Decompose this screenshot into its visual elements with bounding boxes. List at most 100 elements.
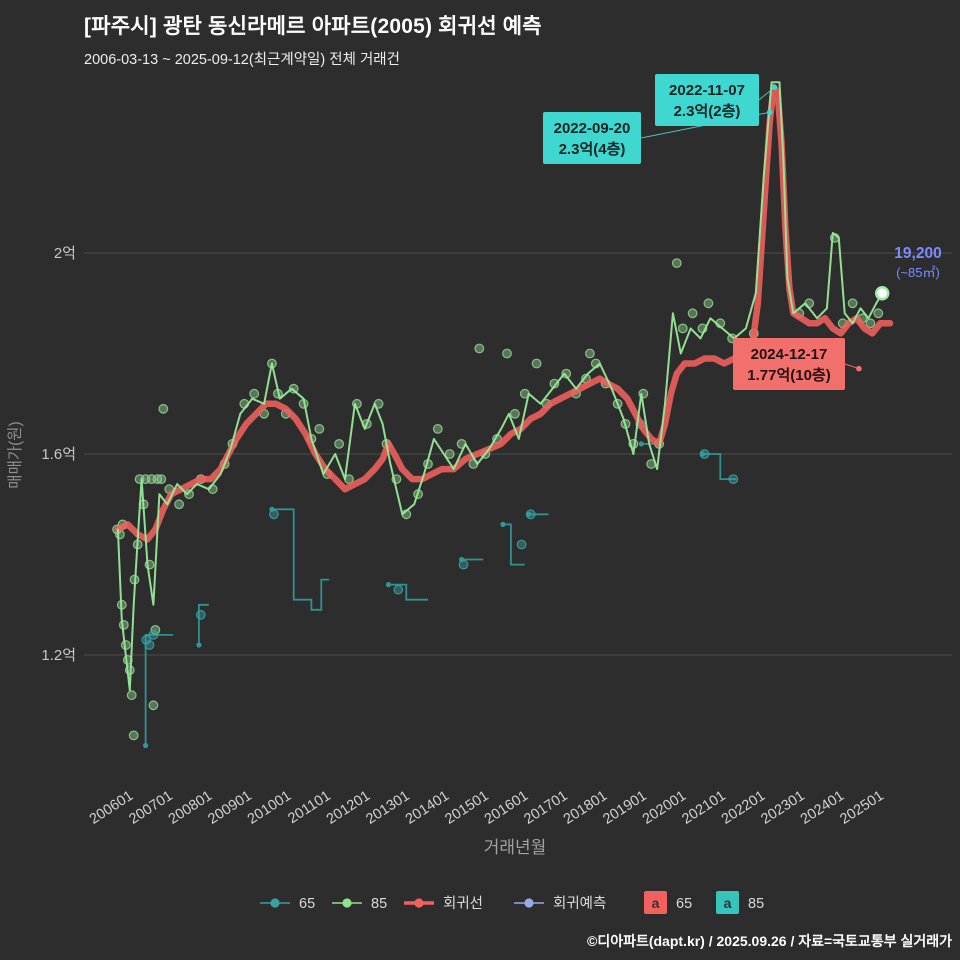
scatter-point-65 bbox=[269, 509, 279, 520]
legend-label: 회귀선 bbox=[443, 895, 483, 912]
scatter-point-85 bbox=[334, 439, 345, 449]
chart-header: [파주시] 광탄 동신라메르 아파트(2005) 회귀선 예측 2006-03-… bbox=[84, 10, 542, 69]
annotation-target-dot bbox=[856, 365, 862, 372]
annotation-box bbox=[543, 112, 641, 164]
legend-box-letter: a bbox=[724, 895, 732, 911]
scatter-point-65 bbox=[141, 635, 152, 645]
scatter-point-85 bbox=[865, 318, 876, 329]
scatter-point-85 bbox=[249, 388, 260, 399]
scatter-point-85 bbox=[847, 298, 858, 309]
end-marker bbox=[874, 285, 890, 301]
forecast-start-dot bbox=[638, 441, 644, 447]
scatter-point-85 bbox=[148, 700, 159, 711]
x-tick-label: 201501 bbox=[442, 788, 491, 828]
legend-item-회귀예측[interactable]: 회귀예측 bbox=[514, 895, 606, 912]
x-tick-label: 201401 bbox=[403, 788, 452, 828]
x-tick-label: 201701 bbox=[521, 788, 570, 828]
scatter-point-85 bbox=[184, 489, 194, 500]
x-tick-label: 200801 bbox=[166, 788, 215, 828]
scatter-point-85 bbox=[585, 348, 595, 359]
x-tick-label: 201301 bbox=[363, 788, 412, 828]
scatter-point-85 bbox=[671, 258, 682, 269]
x-tick-label: 202501 bbox=[837, 788, 886, 828]
legend-item-area-65[interactable]: a 65 bbox=[644, 891, 692, 914]
scatter-point-85 bbox=[549, 378, 560, 389]
scatter-point-65 bbox=[144, 640, 155, 650]
legend-item-85[interactable]: 85 bbox=[332, 896, 387, 912]
x-tick-label: 201001 bbox=[245, 788, 294, 828]
forecast-start-dot bbox=[143, 742, 149, 749]
scatter-point-85 bbox=[502, 348, 512, 359]
forecast-segment bbox=[702, 453, 737, 481]
annotation-price: 2.3억(4층) bbox=[559, 140, 626, 158]
legend-box-marker bbox=[716, 891, 739, 914]
y-tick-label: 1.6억 bbox=[41, 446, 76, 463]
annotation-target-dot bbox=[771, 84, 778, 90]
forecast-segment bbox=[271, 508, 330, 611]
scatter-point-85 bbox=[703, 298, 714, 309]
x-tick-label: 200601 bbox=[87, 788, 136, 828]
scatter-point-85 bbox=[314, 424, 325, 434]
scatter-point-65 bbox=[516, 539, 527, 550]
legend-item-area-85[interactable]: a 85 bbox=[716, 891, 764, 914]
page-subtitle: 2006-03-13 ~ 2025-09-12(최근계약일) 전체 거래건 bbox=[84, 52, 400, 68]
forecast-start-dot bbox=[385, 582, 392, 588]
scatter-point-85 bbox=[510, 408, 520, 419]
y-axis-title: 매매가(원) bbox=[6, 421, 24, 488]
annotation-date: 2022-11-07 bbox=[669, 82, 745, 99]
scatter-point-85 bbox=[118, 620, 129, 630]
x-tick-label: 202101 bbox=[679, 788, 728, 828]
scatter-point-85 bbox=[531, 358, 542, 369]
scatter-point-85 bbox=[687, 308, 698, 319]
legend-label: 85 bbox=[371, 896, 387, 912]
scatter-point-65 bbox=[393, 584, 404, 595]
annotation-date: 2022-09-20 bbox=[554, 120, 631, 137]
annotation-target-dot bbox=[766, 109, 773, 116]
x-tick-label: 201901 bbox=[600, 788, 649, 828]
annotation-leader bbox=[758, 86, 775, 101]
x-tick-label: 202401 bbox=[798, 788, 847, 828]
scatter-point-85 bbox=[677, 323, 688, 334]
scatter-point-65 bbox=[148, 630, 159, 640]
legend-box-marker bbox=[644, 891, 667, 914]
scatter-point-65 bbox=[458, 559, 469, 570]
forecast-start-dot bbox=[500, 521, 506, 528]
legend-dot-marker bbox=[270, 898, 280, 908]
x-tick-label: 202201 bbox=[719, 788, 768, 828]
legend-dot-marker bbox=[524, 898, 534, 908]
scatter-point-85 bbox=[150, 625, 161, 635]
x-tick-label: 200701 bbox=[126, 788, 175, 828]
scatter-point-85 bbox=[873, 308, 884, 319]
y-tick-label: 1.2억 bbox=[41, 647, 76, 664]
scatter-point-85 bbox=[128, 730, 139, 741]
scatter-point-85 bbox=[432, 424, 443, 434]
scatter-point-85 bbox=[174, 499, 185, 510]
annotation-date: 2024-12-17 bbox=[751, 346, 828, 363]
legend-box-letter: a bbox=[652, 895, 660, 911]
end-price-label: 19,200 bbox=[894, 245, 941, 262]
legend-label: 65 bbox=[676, 896, 692, 912]
y-tick-label: 2억 bbox=[54, 245, 76, 262]
legend-label: 65 bbox=[299, 896, 315, 912]
series-line-line_85 bbox=[116, 81, 884, 692]
annotation-price: 2.3억(2층) bbox=[674, 102, 741, 120]
forecast-start-dot bbox=[526, 511, 532, 517]
forecast-segment bbox=[144, 634, 174, 746]
scatter-point-85 bbox=[474, 343, 485, 354]
legend-item-회귀선[interactable]: 회귀선 bbox=[404, 895, 483, 912]
legend-label: 회귀예측 bbox=[553, 895, 606, 912]
x-tick-label: 201101 bbox=[285, 788, 333, 827]
x-tick-label: 202001 bbox=[640, 788, 689, 828]
series-line-regression bbox=[114, 83, 894, 543]
scatter-point-85 bbox=[561, 368, 572, 379]
end-area-label: (~85㎡) bbox=[896, 265, 940, 280]
legend-item-65[interactable]: 65 bbox=[260, 896, 315, 912]
forecast-start-dot bbox=[699, 451, 706, 457]
x-axis-title: 거래년월 bbox=[484, 838, 547, 857]
forecast-segment bbox=[197, 603, 209, 645]
annotation-box bbox=[655, 74, 759, 126]
legend-dot-marker bbox=[342, 898, 352, 908]
scatter-point-65 bbox=[699, 449, 710, 459]
